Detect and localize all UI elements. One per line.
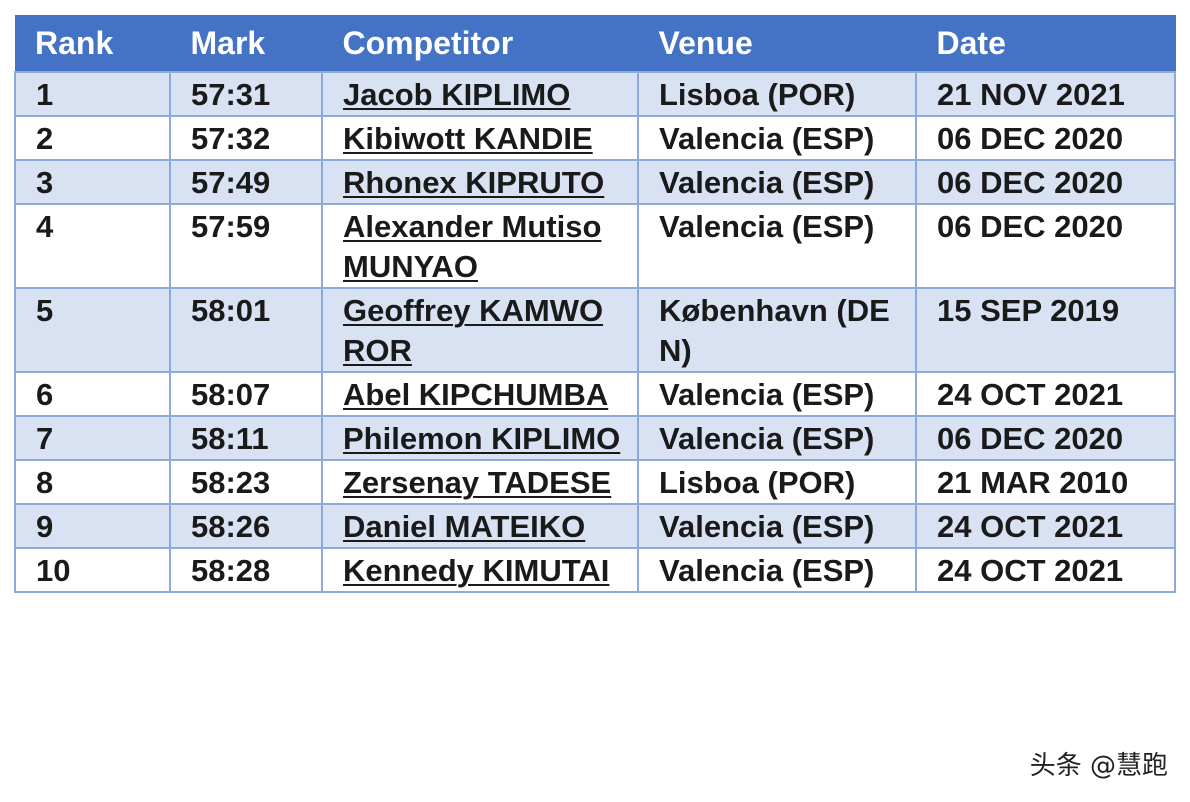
cell-mark: 58:01	[169, 287, 323, 373]
competitor-link[interactable]: Geoffrey KAMWOROR	[343, 293, 604, 368]
header-row: Rank Mark Competitor Venue Date	[15, 15, 1176, 72]
table-row: 1 57:31 Jacob KIPLIMO Lisboa (POR) 21 NO…	[14, 71, 1176, 117]
header-date: Date	[916, 15, 1176, 72]
cell-date: 21 MAR 2010	[915, 459, 1176, 505]
cell-mark: 57:49	[169, 159, 323, 205]
table-body: 1 57:31 Jacob KIPLIMO Lisboa (POR) 21 NO…	[14, 71, 1176, 593]
cell-date: 24 OCT 2021	[915, 371, 1176, 417]
table-row: 9 58:26 Daniel MATEIKO Valencia (ESP) 24…	[14, 503, 1176, 549]
cell-venue: København (DEN)	[637, 287, 917, 373]
cell-competitor: Rhonex KIPRUTO	[321, 159, 639, 205]
cell-rank: 9	[14, 503, 171, 549]
cell-competitor: Alexander Mutiso MUNYAO	[321, 203, 639, 289]
cell-competitor: Zersenay TADESE	[321, 459, 639, 505]
cell-competitor: Abel KIPCHUMBA	[321, 371, 639, 417]
cell-date: 24 OCT 2021	[915, 503, 1176, 549]
cell-mark: 58:11	[169, 415, 323, 461]
cell-rank: 6	[14, 371, 171, 417]
table-row: 3 57:49 Rhonex KIPRUTO Valencia (ESP) 06…	[14, 159, 1176, 205]
watermark-text: 头条 @慧跑	[1029, 751, 1168, 781]
cell-mark: 57:31	[169, 71, 323, 117]
cell-date: 06 DEC 2020	[915, 115, 1176, 161]
cell-mark: 57:59	[169, 203, 323, 289]
cell-rank: 5	[14, 287, 171, 373]
header-competitor: Competitor	[322, 15, 639, 72]
cell-mark: 58:23	[169, 459, 323, 505]
cell-competitor: Kennedy KIMUTAI	[321, 547, 639, 593]
header-mark: Mark	[170, 15, 323, 72]
cell-mark: 58:28	[169, 547, 323, 593]
cell-venue: Valencia (ESP)	[637, 503, 917, 549]
cell-rank: 4	[14, 203, 171, 289]
competitor-link[interactable]: Philemon KIPLIMO	[343, 421, 621, 456]
table-row: 10 58:28 Kennedy KIMUTAI Valencia (ESP) …	[14, 547, 1176, 593]
cell-venue: Valencia (ESP)	[637, 159, 917, 205]
cell-rank: 7	[14, 415, 171, 461]
header-rank: Rank	[15, 15, 171, 72]
cell-venue: Valencia (ESP)	[637, 547, 917, 593]
cell-competitor: Philemon KIPLIMO	[321, 415, 639, 461]
cell-date: 06 DEC 2020	[915, 159, 1176, 205]
cell-competitor: Jacob KIPLIMO	[321, 71, 639, 117]
competitor-link[interactable]: Zersenay TADESE	[343, 465, 612, 500]
competitor-link[interactable]: Rhonex KIPRUTO	[343, 165, 605, 200]
cell-date: 15 SEP 2019	[915, 287, 1176, 373]
cell-venue: Lisboa (POR)	[637, 71, 917, 117]
rankings-table-container: Rank Mark Competitor Venue Date 1 57:31 …	[14, 15, 1176, 593]
competitor-link[interactable]: Kennedy KIMUTAI	[343, 553, 610, 588]
cell-venue: Valencia (ESP)	[637, 371, 917, 417]
cell-mark: 57:32	[169, 115, 323, 161]
competitor-link[interactable]: Alexander Mutiso MUNYAO	[343, 209, 602, 284]
cell-date: 06 DEC 2020	[915, 203, 1176, 289]
cell-rank: 8	[14, 459, 171, 505]
table-row: 4 57:59 Alexander Mutiso MUNYAO Valencia…	[14, 203, 1176, 289]
cell-mark: 58:07	[169, 371, 323, 417]
table-row: 2 57:32 Kibiwott KANDIE Valencia (ESP) 0…	[14, 115, 1176, 161]
cell-rank: 1	[14, 71, 171, 117]
table-row: 6 58:07 Abel KIPCHUMBA Valencia (ESP) 24…	[14, 371, 1176, 417]
rankings-table: Rank Mark Competitor Venue Date 1 57:31 …	[14, 15, 1176, 593]
cell-rank: 2	[14, 115, 171, 161]
cell-rank: 10	[14, 547, 171, 593]
competitor-link[interactable]: Kibiwott KANDIE	[343, 121, 593, 156]
cell-competitor: Daniel MATEIKO	[321, 503, 639, 549]
cell-date: 06 DEC 2020	[915, 415, 1176, 461]
competitor-link[interactable]: Abel KIPCHUMBA	[343, 377, 609, 412]
header-venue: Venue	[638, 15, 917, 72]
cell-rank: 3	[14, 159, 171, 205]
cell-venue: Valencia (ESP)	[637, 415, 917, 461]
table-row: 8 58:23 Zersenay TADESE Lisboa (POR) 21 …	[14, 459, 1176, 505]
table-row: 5 58:01 Geoffrey KAMWOROR København (DEN…	[14, 287, 1176, 373]
cell-venue: Valencia (ESP)	[637, 203, 917, 289]
cell-date: 21 NOV 2021	[915, 71, 1176, 117]
cell-venue: Valencia (ESP)	[637, 115, 917, 161]
competitor-link[interactable]: Daniel MATEIKO	[343, 509, 586, 544]
competitor-link[interactable]: Jacob KIPLIMO	[343, 77, 571, 112]
cell-competitor: Geoffrey KAMWOROR	[321, 287, 639, 373]
cell-date: 24 OCT 2021	[915, 547, 1176, 593]
cell-mark: 58:26	[169, 503, 323, 549]
table-row: 7 58:11 Philemon KIPLIMO Valencia (ESP) …	[14, 415, 1176, 461]
cell-venue: Lisboa (POR)	[637, 459, 917, 505]
cell-competitor: Kibiwott KANDIE	[321, 115, 639, 161]
